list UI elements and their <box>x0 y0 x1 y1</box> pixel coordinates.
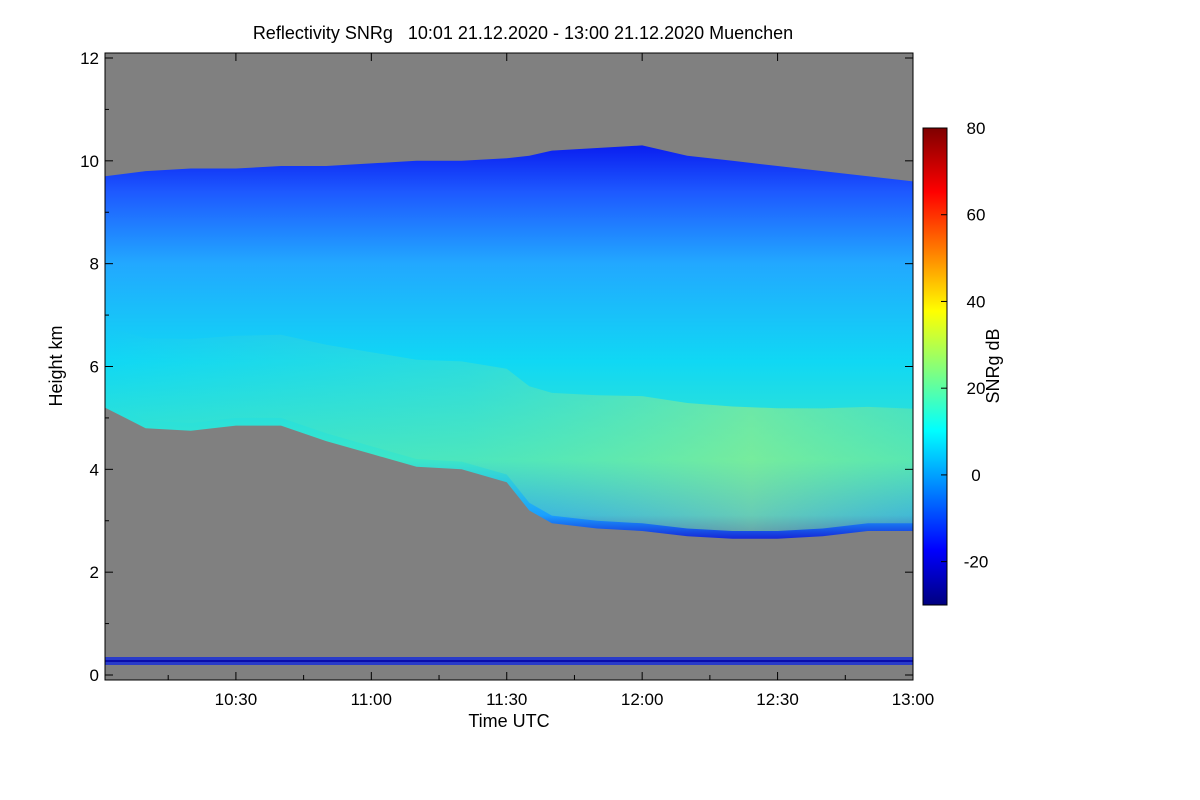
x-tick-label: 11:00 <box>351 690 392 709</box>
colorbar-tick-label: 80 <box>967 119 986 138</box>
x-tick-label: 10:30 <box>215 690 258 709</box>
colorbar-gradient <box>922 127 948 606</box>
y-tick-label: 0 <box>90 666 99 685</box>
x-tick-label: 13:00 <box>892 690 935 709</box>
x-axis: 10:30 11:00 11:30 12:00 12:30 13:00 <box>167 53 935 709</box>
y-tick-label: 6 <box>90 358 99 377</box>
echo-layer-warm-core <box>105 326 913 531</box>
chart-title: Reflectivity SNRg 10:01 21.12.2020 - 13:… <box>253 23 793 43</box>
y-axis-label: Height km <box>46 325 66 406</box>
colorbar-tick-label: 20 <box>967 379 986 398</box>
colorbar-tick-label: -20 <box>964 553 989 572</box>
x-axis-label: Time UTC <box>468 711 549 731</box>
y-tick-label: 2 <box>90 563 99 582</box>
x-tick-label: 12:30 <box>756 690 799 709</box>
y-tick-label: 4 <box>90 460 99 479</box>
colorbar-label: SNRg dB <box>983 328 1003 403</box>
plot-area <box>105 53 913 680</box>
x-tick-label: 11:30 <box>486 690 527 709</box>
y-tick-label: 10 <box>80 152 99 171</box>
colorbar: -20 0 20 40 60 80 SNRg dB <box>922 119 1003 606</box>
y-tick-label: 12 <box>80 49 99 68</box>
colorbar-tick-label: 40 <box>967 292 986 311</box>
y-axis: 0 2 4 6 8 10 12 <box>80 49 913 685</box>
colorbar-ticks: -20 0 20 40 60 80 <box>941 119 988 572</box>
y-tick-label: 8 <box>90 255 99 274</box>
colorbar-tick-label: 0 <box>971 466 980 485</box>
colorbar-tick-label: 60 <box>967 206 986 225</box>
x-tick-label: 12:00 <box>621 690 664 709</box>
